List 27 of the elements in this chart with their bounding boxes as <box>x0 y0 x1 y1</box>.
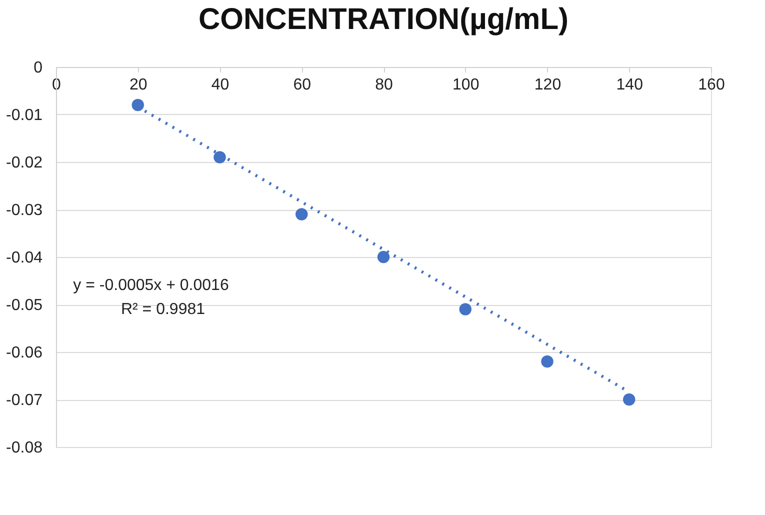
point <box>214 151 226 164</box>
point <box>132 98 144 112</box>
y-tick-label: -0.01 <box>6 107 43 124</box>
point <box>377 250 390 264</box>
x-tick-label: 100 <box>452 76 480 94</box>
y-tick-label: -0.04 <box>6 250 43 266</box>
chart-title: CONCENTRATION(µg/mL) <box>198 3 569 36</box>
x-tick-label: 20 <box>129 76 148 94</box>
y-tick-label: -0.08 <box>6 440 43 456</box>
y-tick-label: 0 <box>34 60 43 76</box>
x-tick-label: 120 <box>534 76 562 94</box>
point <box>623 393 636 406</box>
x-tick-label: 60 <box>293 76 312 94</box>
point <box>459 303 472 316</box>
annotation: R² = 0.9981 <box>120 301 206 318</box>
annotation: y = -0.0005x + 0.0016 <box>73 277 229 294</box>
point <box>296 208 308 220</box>
y-tick-label: -0.07 <box>6 392 43 409</box>
y-tick-label: -0.06 <box>6 344 43 362</box>
x-tick-label: 140 <box>616 76 644 94</box>
x-tick-label: 40 <box>211 76 230 94</box>
y-tick-label: -0.02 <box>6 154 43 172</box>
y-tick-label: -0.05 <box>6 297 43 314</box>
y-tick-label: -0.03 <box>6 202 43 219</box>
point <box>541 355 554 368</box>
x-tick-label: 160 <box>698 76 725 94</box>
x-tick-label: 80 <box>375 76 393 94</box>
